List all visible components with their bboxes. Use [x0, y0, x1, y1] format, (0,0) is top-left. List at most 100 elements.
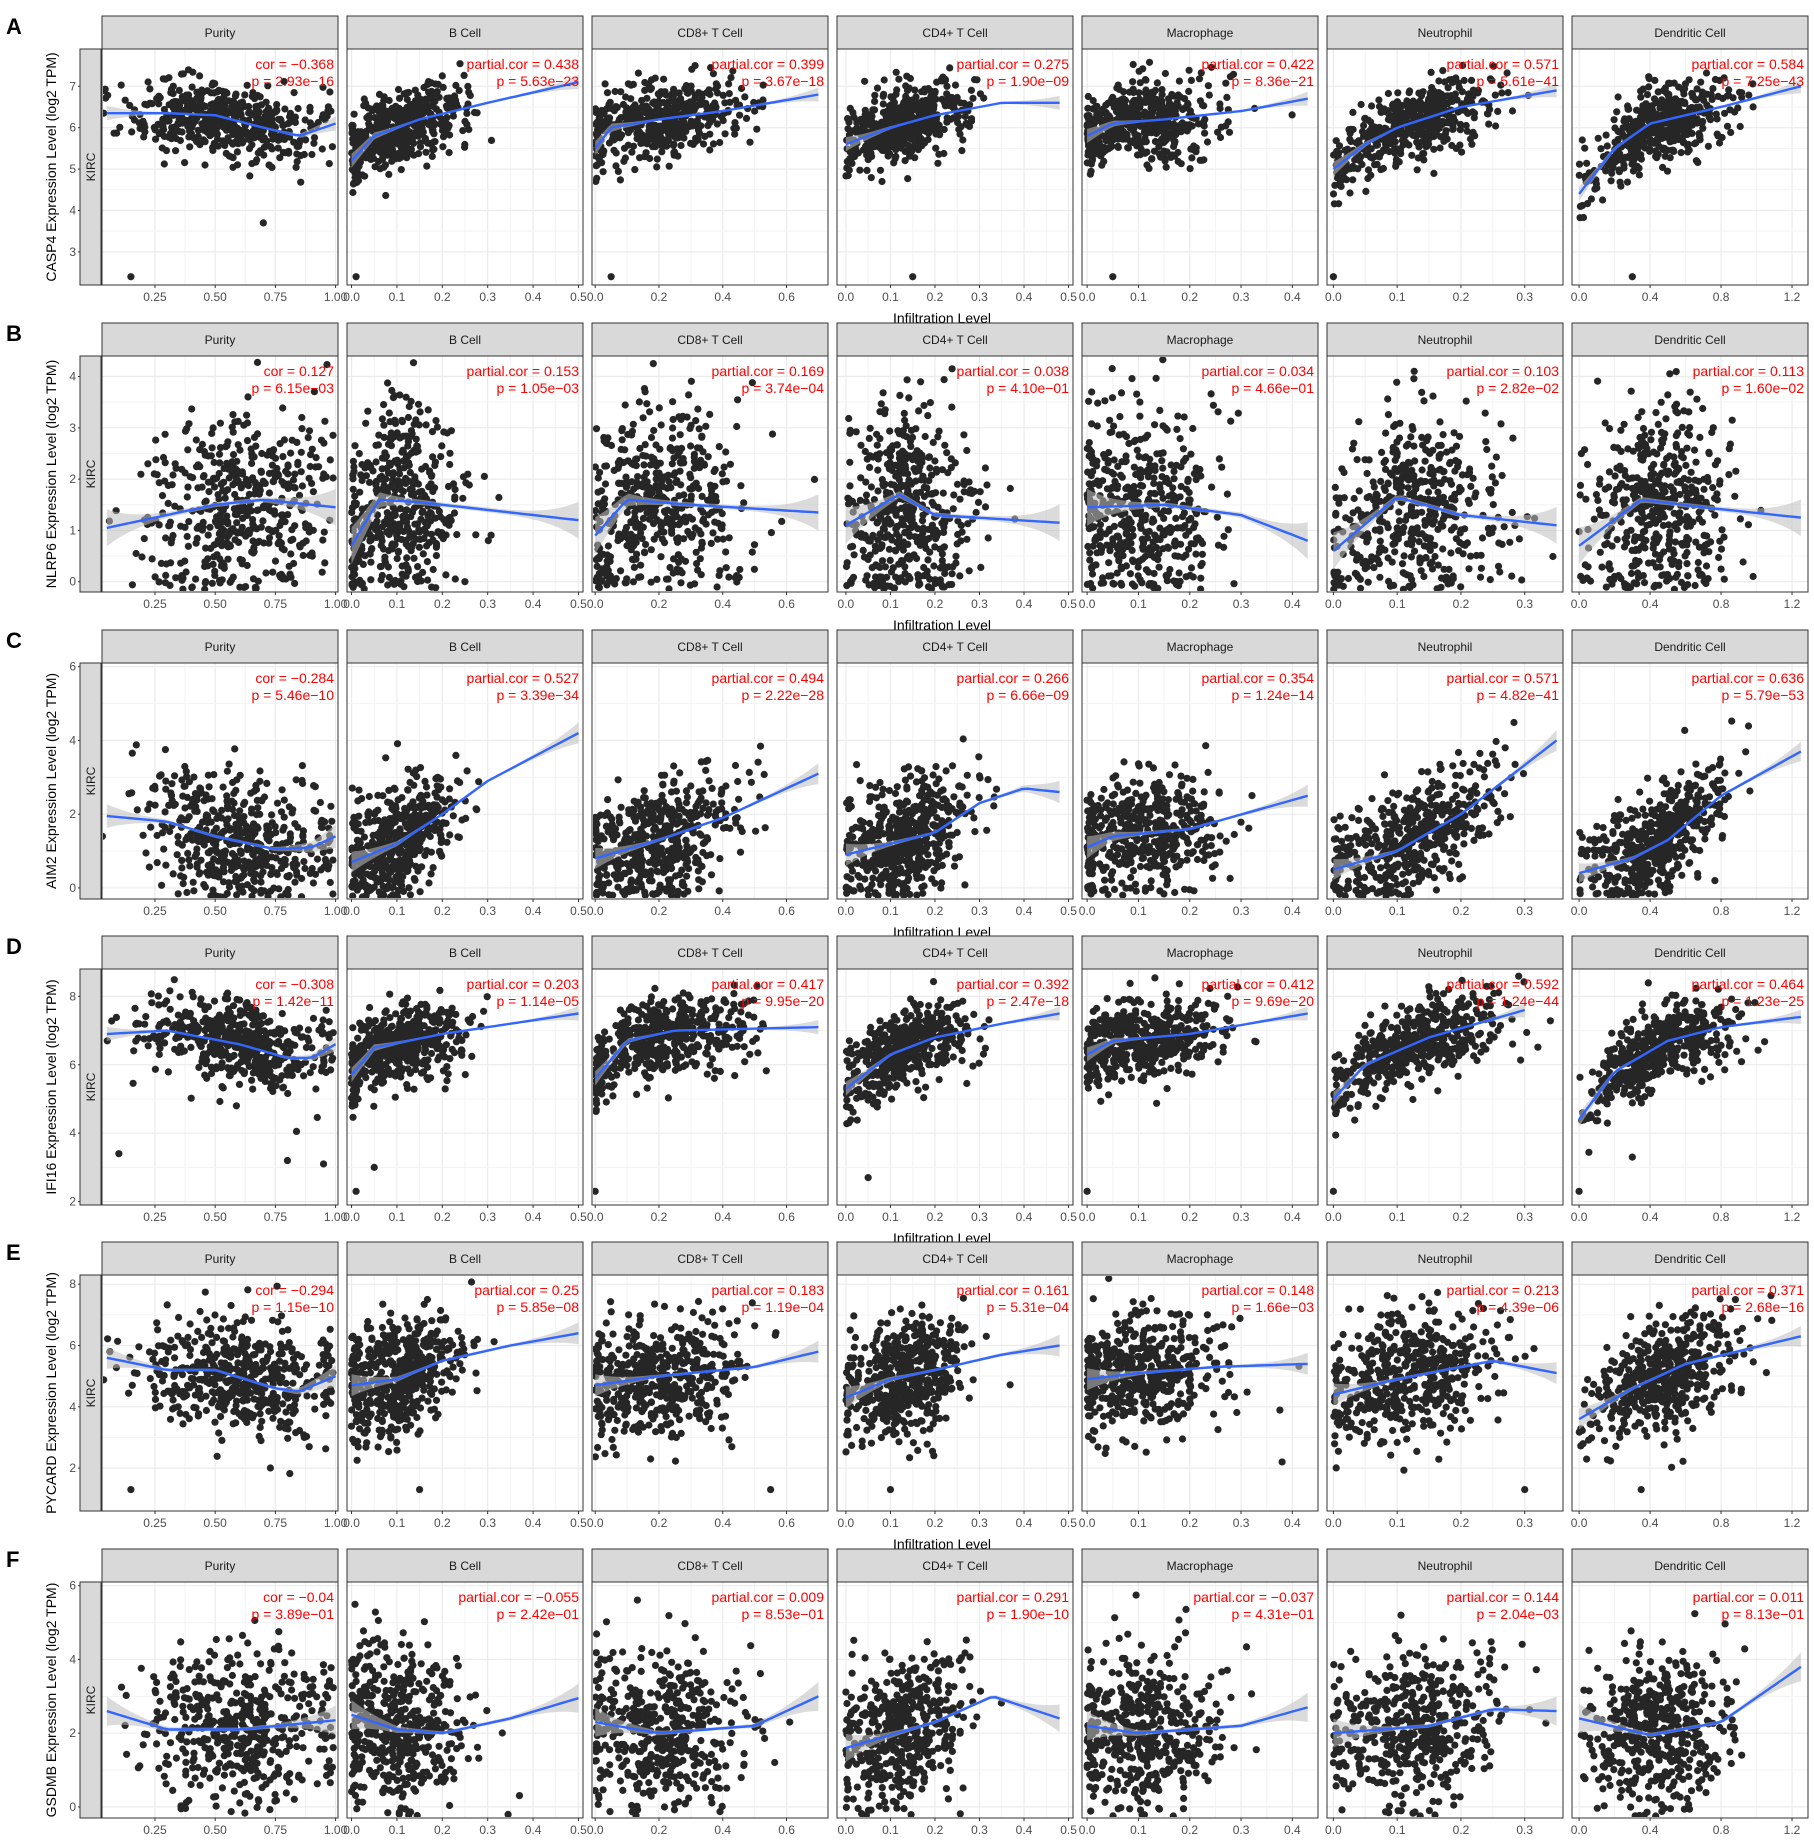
data-point: [238, 127, 246, 135]
data-point: [967, 115, 976, 123]
data-point: [1136, 79, 1144, 87]
data-point: [407, 397, 415, 405]
data-point: [367, 576, 375, 584]
data-point: [940, 149, 948, 158]
data-point: [444, 482, 453, 491]
data-point: [1448, 78, 1456, 87]
facet-title: Neutrophil: [1418, 26, 1473, 40]
data-point: [408, 430, 416, 438]
data-point: [377, 576, 385, 584]
data-point: [305, 427, 314, 435]
data-point: [671, 102, 679, 110]
data-point: [951, 81, 960, 89]
data-point: [698, 432, 706, 440]
data-point: [380, 421, 388, 429]
data-point: [449, 112, 457, 120]
data-point: [725, 80, 733, 88]
data-point: [348, 166, 356, 174]
data-point: [450, 509, 459, 517]
data-point: [428, 152, 436, 160]
data-point: [1647, 111, 1655, 119]
data-point: [438, 72, 446, 80]
data-point: [361, 172, 369, 180]
data-point: [901, 147, 909, 155]
data-point: [1689, 93, 1697, 101]
data-point: [217, 480, 225, 489]
data-point: [1607, 177, 1615, 185]
data-point: [205, 488, 213, 496]
data-point: [931, 87, 939, 96]
data-point: [611, 87, 619, 96]
data-point: [196, 72, 204, 80]
data-point: [1591, 185, 1599, 193]
data-point: [1163, 109, 1171, 118]
data-point: [306, 462, 314, 471]
data-point: [274, 136, 282, 144]
data-point: [461, 578, 469, 586]
data-point: [1364, 174, 1372, 183]
confidence-ribbon: [845, 95, 1060, 152]
data-point: [653, 130, 661, 138]
data-point: [943, 82, 951, 90]
data-point: [860, 123, 868, 131]
data-point: [1575, 160, 1584, 168]
data-point: [144, 78, 152, 86]
data-point: [1115, 125, 1123, 133]
data-point: [593, 161, 601, 169]
data-point: [224, 555, 232, 563]
data-point: [279, 404, 287, 412]
data-point: [110, 129, 118, 137]
data-point: [1161, 69, 1169, 78]
data-point: [408, 134, 416, 142]
data-point: [1393, 98, 1401, 106]
data-point: [593, 425, 601, 433]
data-point: [941, 102, 950, 110]
data-point: [230, 505, 238, 513]
data-point: [653, 155, 661, 163]
data-point: [326, 88, 334, 96]
data-point: [446, 460, 454, 469]
data-point: [440, 516, 448, 524]
data-point: [1407, 128, 1415, 136]
correlation-annotation: partial.cor = 0.584: [1692, 56, 1805, 72]
data-point: [867, 149, 875, 158]
x-tick-label: 0.4: [714, 290, 731, 304]
data-point: [1109, 273, 1117, 281]
data-point: [459, 127, 467, 135]
data-point: [1414, 154, 1422, 162]
data-point: [421, 462, 430, 471]
data-point: [451, 485, 459, 494]
data-point: [1225, 128, 1234, 136]
correlation-annotation: partial.cor = 0.422: [1202, 56, 1315, 72]
data-point: [459, 494, 467, 502]
x-tick-label: 0.2: [651, 290, 668, 304]
data-point: [669, 94, 677, 102]
data-point: [1727, 128, 1735, 137]
data-point: [318, 145, 326, 153]
scatter-points: [348, 60, 496, 281]
data-point: [1122, 108, 1131, 116]
data-point: [1427, 68, 1435, 76]
data-point: [1681, 127, 1689, 135]
data-point: [714, 82, 722, 90]
data-point: [384, 379, 392, 387]
data-point: [892, 68, 900, 76]
data-point: [887, 93, 895, 101]
data-point: [1427, 89, 1435, 97]
data-point: [1395, 158, 1403, 166]
data-point: [138, 553, 146, 561]
data-point: [395, 470, 404, 478]
data-point: [1384, 115, 1392, 124]
data-point: [1401, 112, 1409, 120]
data-point: [869, 143, 877, 151]
data-point: [217, 102, 225, 110]
data-point: [406, 468, 414, 477]
data-point: [1226, 73, 1234, 81]
data-point: [1145, 58, 1154, 66]
data-point: [152, 456, 160, 464]
data-point: [880, 76, 888, 84]
confidence-ribbon: [351, 75, 579, 168]
data-point: [169, 82, 177, 90]
data-point: [1701, 90, 1709, 98]
